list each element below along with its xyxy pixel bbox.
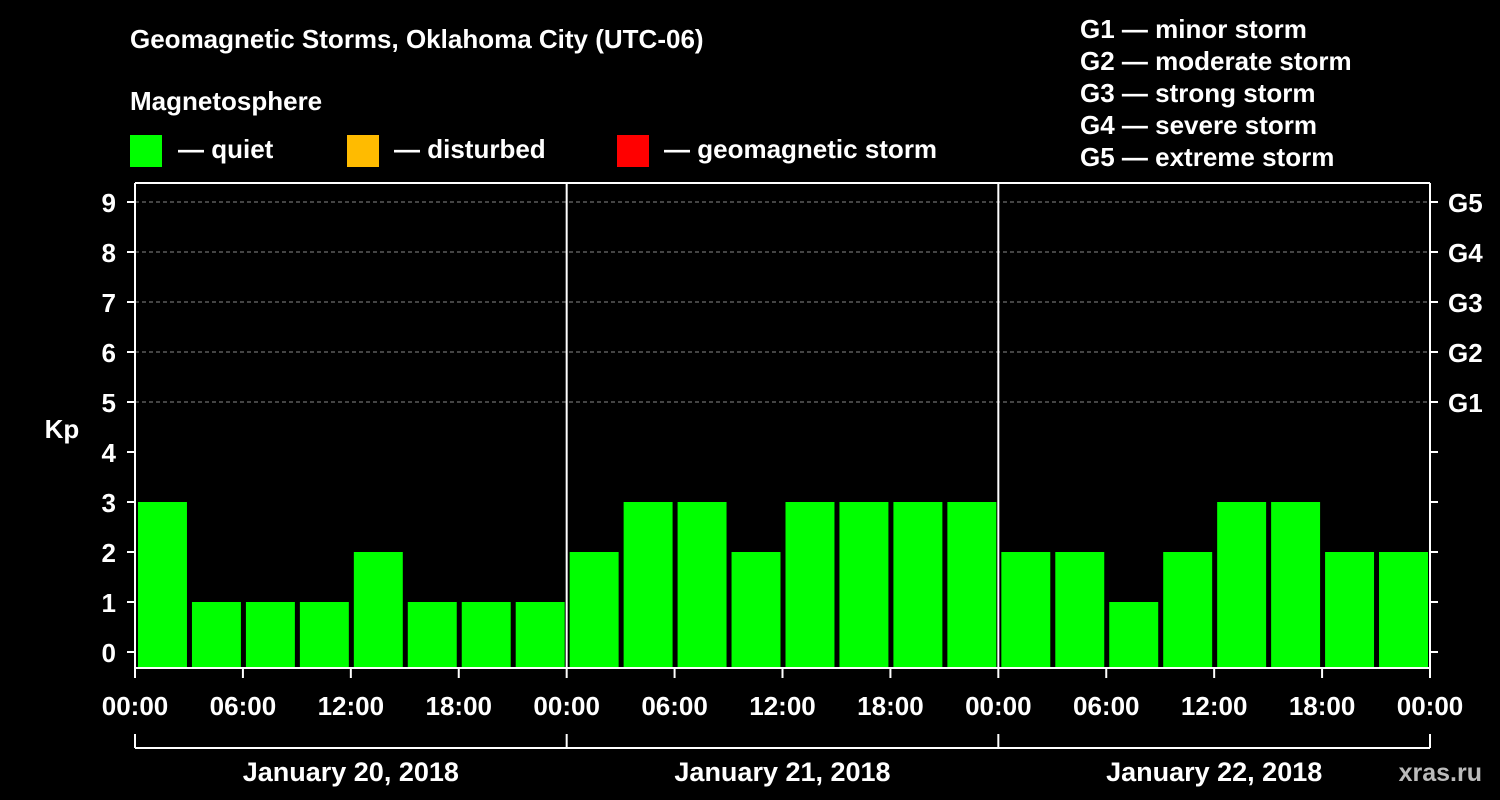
kp-bar [353,552,403,668]
x-tick-label: 06:00 [641,691,708,721]
storm-key-g5: G5 — extreme storm [1080,142,1335,172]
y-tick-label: 3 [102,488,116,518]
kp-bar [138,502,187,668]
y-tick-label: 8 [102,238,116,268]
watermark: xras.ru [1399,759,1482,787]
date-label: January 20, 2018 [243,757,459,787]
storm-key-g2: G2 — moderate storm [1080,46,1352,76]
kp-bar [1001,552,1051,668]
kp-bar [1055,552,1105,668]
g-scale-label: G2 [1448,338,1483,368]
y-tick-label: 4 [102,438,117,468]
kp-bar [515,602,565,668]
kp-bar [731,552,781,668]
g-scale-label: G1 [1448,388,1483,418]
kp-bar [785,502,835,668]
legend-disturbed-label: — disturbed [394,134,546,164]
x-tick-label: 18:00 [1289,691,1356,721]
y-tick-label: 6 [102,338,116,368]
magnetosphere-label: Magnetosphere [130,86,323,116]
ticks [127,201,1438,749]
chart-title: Geomagnetic Storms, Oklahoma City (UTC-0… [130,24,704,54]
x-tick-label: 12:00 [318,691,385,721]
kp-bar [1163,552,1213,668]
quiet-swatch [130,135,162,167]
y-tick-label: 2 [102,538,116,568]
x-tick-label: 12:00 [1181,691,1248,721]
date-label: January 22, 2018 [1106,757,1322,787]
storm-key-g4: G4 — severe storm [1080,110,1318,140]
kp-bar [1379,552,1428,668]
axis-labels: 0 1 2 3 4 5 6 7 8 9 G1 G2 G3 G4 G5 00:00 06:00 12:00 18:00… [102,188,1484,787]
x-tick-label: 06:00 [1073,691,1140,721]
x-tick-label: 18:00 [857,691,924,721]
y-axis-label: Kp [45,414,80,444]
kp-bar [677,502,727,668]
y-tick-label: 1 [102,588,116,618]
kp-bar [839,502,889,668]
disturbed-swatch [347,135,379,167]
kp-bar [569,552,619,668]
legend-quiet-label: — quiet [178,134,274,164]
kp-bar [1325,552,1375,668]
kp-bar [1271,502,1321,668]
kp-bar [191,602,241,668]
bars [138,502,1428,668]
g-scale-label: G4 [1448,238,1483,268]
legend-storm-label: — geomagnetic storm [664,134,938,164]
kp-bar [461,602,511,668]
kp-bar [1109,602,1159,668]
storm-key-g1: G1 — minor storm [1080,14,1307,44]
x-tick-label: 18:00 [426,691,493,721]
storm-swatch [617,135,649,167]
kp-bar [245,602,295,668]
x-tick-label: 00:00 [1397,691,1464,721]
kp-bar [893,502,943,668]
kp-bar [407,602,457,668]
x-tick-label: 00:00 [102,691,169,721]
x-tick-label: 00:00 [965,691,1032,721]
x-tick-label: 06:00 [210,691,277,721]
y-tick-label: 9 [102,188,116,218]
y-tick-label: 5 [102,388,116,418]
g-scale-label: G3 [1448,288,1483,318]
kp-bar [299,602,349,668]
g-scale-label: G5 [1448,188,1483,218]
y-tick-label: 0 [102,638,116,668]
date-label: January 21, 2018 [674,757,890,787]
x-tick-label: 12:00 [749,691,816,721]
kp-bar [623,502,673,668]
x-tick-label: 00:00 [533,691,600,721]
kp-bar [947,502,997,668]
gridlines [135,201,1430,403]
y-tick-label: 7 [102,288,116,318]
storm-key-g3: G3 — strong storm [1080,78,1316,108]
kp-bar [1217,502,1267,668]
